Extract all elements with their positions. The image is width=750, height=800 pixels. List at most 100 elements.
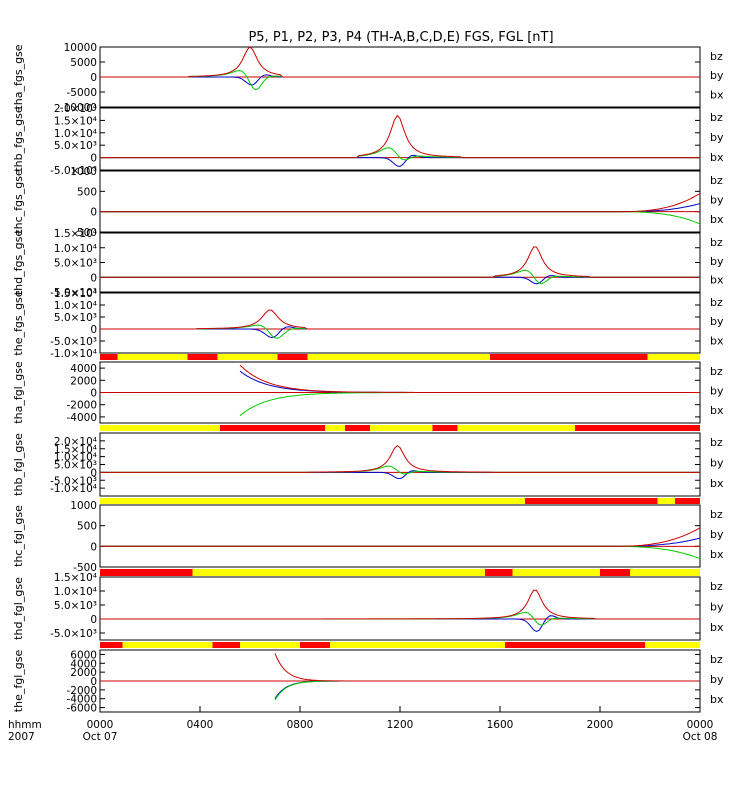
y-tick-label: 0 <box>90 541 97 553</box>
y-tick-label: 1.5×10⁴ <box>54 228 97 240</box>
y-tick-label: 0 <box>90 72 97 84</box>
y-tick-label: 6000 <box>70 649 97 661</box>
legend-by: by <box>710 528 724 541</box>
legend-bz: bz <box>710 174 723 187</box>
flag-segment <box>345 425 370 431</box>
flag-segment <box>647 354 700 360</box>
flag-segment <box>325 425 345 431</box>
series-bx <box>100 537 701 547</box>
y-tick-label: 2.0×10⁴ <box>54 436 97 448</box>
series-bz <box>100 444 700 473</box>
y-tick-label: 1.5×10⁴ <box>54 115 97 127</box>
y-tick-label: -2000 <box>66 400 97 412</box>
legend-by: by <box>710 456 724 469</box>
y-tick-label: 1.0×10⁴ <box>54 128 97 140</box>
panel-frame <box>99 432 701 497</box>
y-tick-label: 5.0×10³ <box>54 312 97 324</box>
series-bz <box>100 114 700 159</box>
y-tick-label: -5000 <box>66 87 97 99</box>
y-tick-label: 5000 <box>70 57 97 69</box>
x-tick-label: 0400 <box>187 719 214 731</box>
flag-segment <box>300 642 330 648</box>
y-tick-label: 5.0×10³ <box>54 600 97 612</box>
flag-segment <box>657 498 675 504</box>
flag-segment <box>525 498 658 504</box>
y-tick-label: -6000 <box>66 703 97 715</box>
flag-segment <box>485 569 513 576</box>
legend-by: by <box>710 255 724 268</box>
y-tick-label: 4000 <box>70 363 97 375</box>
y-tick-label: 5.0×10³ <box>54 460 97 472</box>
flag-segment <box>100 498 525 504</box>
y-axis-label: thb_fgs_gse <box>12 106 25 172</box>
y-tick-label: 0 <box>90 207 97 219</box>
legend-bx: bx <box>710 334 724 347</box>
legend-bz: bz <box>710 580 723 593</box>
y-tick-label: 1000 <box>70 500 97 512</box>
legend-bz: bz <box>710 50 723 63</box>
y-tick-label: -4000 <box>66 412 97 424</box>
x-tick-label: 2000 <box>587 719 614 731</box>
series-bz <box>100 246 700 278</box>
legend-bz: bz <box>710 296 723 309</box>
legend-bz: bz <box>710 653 723 666</box>
y-tick-label: -1.0×10⁴ <box>50 348 97 360</box>
y-tick-label: -5.0×10³ <box>50 287 97 299</box>
panel-thd_fgl_gse: 1.5×10⁴ 1.0×10⁴ 5.0×10³ 0 -5.0×10³ thd_fgl_gs… <box>12 572 724 641</box>
y-tick-label: 0 <box>90 272 97 284</box>
y-tick-label: -1.0×10⁴ <box>50 483 97 495</box>
flag-segment <box>575 425 700 431</box>
y-tick-label: 0 <box>90 467 97 479</box>
legend-by: by <box>710 69 724 82</box>
legend-bz: bz <box>710 365 723 378</box>
legend-bx: bx <box>710 213 724 226</box>
legend-by: by <box>710 600 724 613</box>
y-tick-label: -5.0×10³ <box>50 628 97 640</box>
y-tick-label: 0 <box>90 388 97 400</box>
y-tick-label: 0 <box>90 324 97 336</box>
legend-bx: bx <box>710 151 724 164</box>
y-tick-label: 1.5×10⁴ <box>54 288 97 300</box>
flag-segment <box>100 569 193 576</box>
y-tick-label: 2000 <box>70 375 97 387</box>
y-tick-label: 5.0×10³ <box>54 258 97 270</box>
series-bz <box>100 589 700 620</box>
flag-segment <box>490 354 648 360</box>
x-tick-label: 1200 <box>387 719 414 731</box>
series-bx <box>100 203 701 213</box>
series-by <box>100 545 701 560</box>
flag-segment <box>645 642 700 648</box>
y-tick-label: 1.0×10⁴ <box>54 300 97 312</box>
flag-segment <box>220 425 325 431</box>
series-by <box>274 680 700 701</box>
flag-segment <box>100 642 123 648</box>
y-tick-label: -5.0×10³ <box>50 475 97 487</box>
flag-segment <box>117 354 188 360</box>
x-row-label: 2007 <box>8 731 35 743</box>
y-tick-label: 0 <box>90 614 97 626</box>
legend-bx: bx <box>710 404 724 417</box>
y-tick-label: 2000 <box>70 667 97 679</box>
flag-bar <box>100 354 700 360</box>
y-tick-label: 5.0×10³ <box>54 140 97 152</box>
y-axis-label: thd_fgs_gse <box>12 230 25 296</box>
legend-bx: bx <box>710 548 724 561</box>
y-tick-label: -5.0×10³ <box>50 336 97 348</box>
flag-segment <box>217 354 278 360</box>
flag-segment <box>512 569 600 576</box>
series-bx <box>239 370 700 393</box>
series-bz <box>100 527 701 547</box>
y-tick-label: 500 <box>77 521 97 533</box>
flag-bar <box>100 642 700 648</box>
legend-by: by <box>710 385 724 398</box>
flag-segment <box>122 642 213 648</box>
series-by <box>100 69 700 91</box>
legend-bx: bx <box>710 693 724 706</box>
x-tick-label: 0000 <box>687 719 714 731</box>
x-row-label: hhmm <box>8 719 42 731</box>
legend-by: by <box>710 194 724 207</box>
y-tick-label: 1.0×10⁴ <box>54 452 97 464</box>
flag-segment <box>675 498 700 504</box>
